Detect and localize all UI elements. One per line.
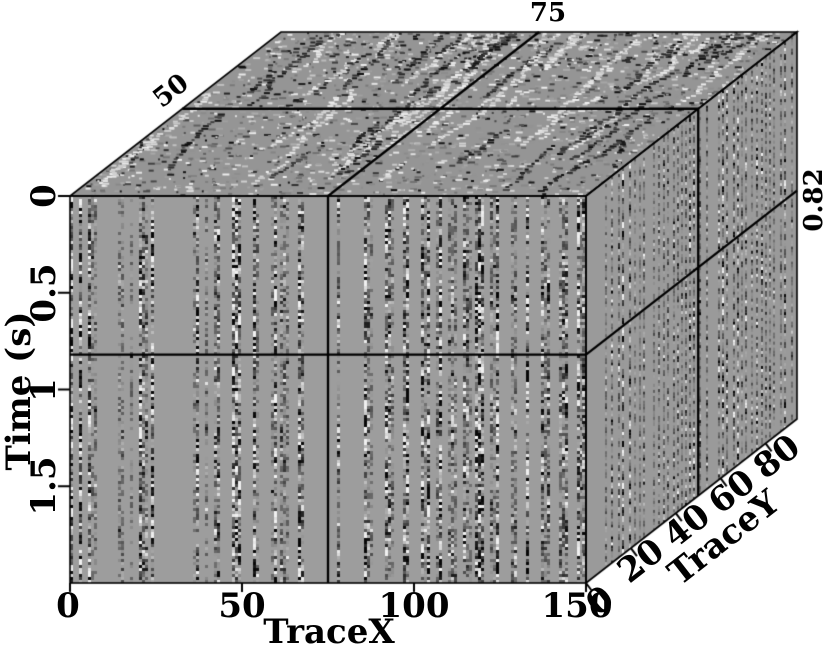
frame-label-time: 0.82: [799, 168, 829, 232]
tracex-tick-100: 100: [378, 586, 450, 626]
tracex-tick-0: 0: [56, 586, 80, 626]
time-axis-title: Time (s): [0, 311, 39, 471]
tracex-tick-50: 50: [218, 586, 266, 626]
time-tick-0: 0: [24, 184, 64, 208]
tracex-tick-150: 150: [541, 586, 613, 626]
frame-label-tracex: 75: [529, 0, 567, 28]
tracex-axis-title: TraceX: [263, 612, 395, 647]
